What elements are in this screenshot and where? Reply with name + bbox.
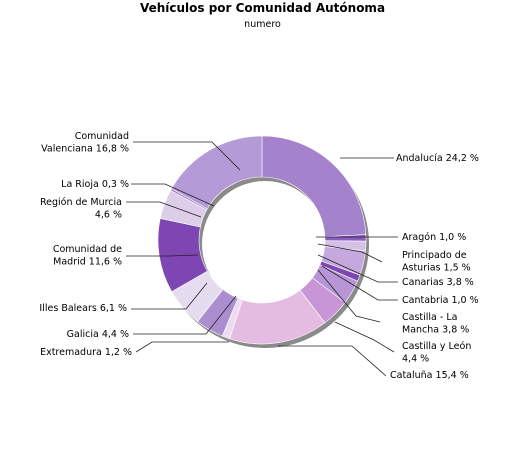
slice-label-6: Castilla y León 4,4 % xyxy=(402,341,471,365)
slice-label-line: 4,6 % xyxy=(95,210,122,221)
slice-label-1: Aragón 1,0 % xyxy=(402,232,466,243)
slice-label-8: Extremadura 1,2 % xyxy=(40,347,132,358)
pie-slice-14 xyxy=(171,135,263,210)
leader-line-10 xyxy=(131,282,208,310)
slice-label-14: Comunidad Valenciana 16,8 % xyxy=(41,131,129,155)
leader-line-5 xyxy=(317,269,381,323)
slice-label-line: Andalucía 24,2 % xyxy=(396,153,479,164)
slice-label-13: La Rioja 0,3 % xyxy=(61,179,129,190)
slice-label-line: Cantabria 1,0 % xyxy=(402,295,479,306)
chart-subtitle: numero xyxy=(244,19,281,30)
leader-line-3 xyxy=(317,254,398,283)
slice-label-3: Canarias 3,8 % xyxy=(402,277,474,288)
slice-label-line: Illes Balears 6,1 % xyxy=(39,303,127,314)
slice-label-line: La Rioja 0,3 % xyxy=(61,179,129,190)
chart-title: Vehículos por Comunidad Autónoma xyxy=(139,1,386,15)
slice-label-line: Principado de xyxy=(402,250,467,261)
leader-line-7 xyxy=(278,345,387,377)
slice-label-line: 4,4 % xyxy=(402,354,429,365)
slice-label-9: Galicia 4,4 % xyxy=(67,329,129,340)
leader-line-9 xyxy=(133,295,237,335)
leader-line-13 xyxy=(131,183,215,207)
slice-label-0: Andalucía 24,2 % xyxy=(396,153,479,164)
leader-line-6 xyxy=(334,321,395,353)
leader-line-4 xyxy=(321,265,398,301)
leader-line-12 xyxy=(126,201,202,218)
slice-label-line: Castilla y León xyxy=(402,341,471,352)
slice-label-line: Región de Murcia xyxy=(40,197,122,208)
leader-line-11 xyxy=(126,254,199,257)
slice-label-line: Comunidad de xyxy=(53,244,122,255)
slice-label-line: Mancha 3,8 % xyxy=(402,325,469,336)
slice-label-line: Canarias 3,8 % xyxy=(402,277,474,288)
slice-label-line: Valenciana 16,8 % xyxy=(41,144,129,155)
slice-label-10: Illes Balears 6,1 % xyxy=(39,303,127,314)
pie-slice-0 xyxy=(261,135,367,238)
slice-label-line: Extremadura 1,2 % xyxy=(40,347,132,358)
slice-labels: Andalucía 24,2 % Aragón 1,0 % Principado d… xyxy=(39,131,479,381)
slice-label-4: Cantabria 1,0 % xyxy=(402,295,479,306)
slice-label-line: Cataluña 15,4 % xyxy=(390,370,469,381)
leader-line-8 xyxy=(135,341,229,353)
slice-label-12: Región de Murcia 4,6 % xyxy=(40,197,122,221)
slice-label-2: Principado de Asturias 1,5 % xyxy=(402,250,471,274)
slice-label-line: Castilla - La xyxy=(402,312,457,323)
slice-label-5: Castilla - La Mancha 3,8 % xyxy=(402,312,469,336)
slice-label-line: Madrid 11,6 % xyxy=(53,257,122,268)
slice-label-line: Aragón 1,0 % xyxy=(402,232,466,243)
leader-line-2 xyxy=(317,243,383,263)
slice-label-line: Asturias 1,5 % xyxy=(402,263,471,274)
slice-label-7: Cataluña 15,4 % xyxy=(390,370,469,381)
slice-label-line: Comunidad xyxy=(75,131,129,142)
slice-label-line: Galicia 4,4 % xyxy=(67,329,129,340)
slice-label-11: Comunidad de Madrid 11,6 % xyxy=(53,244,122,268)
leader-line-14 xyxy=(133,141,241,171)
donut-slices xyxy=(157,135,367,345)
